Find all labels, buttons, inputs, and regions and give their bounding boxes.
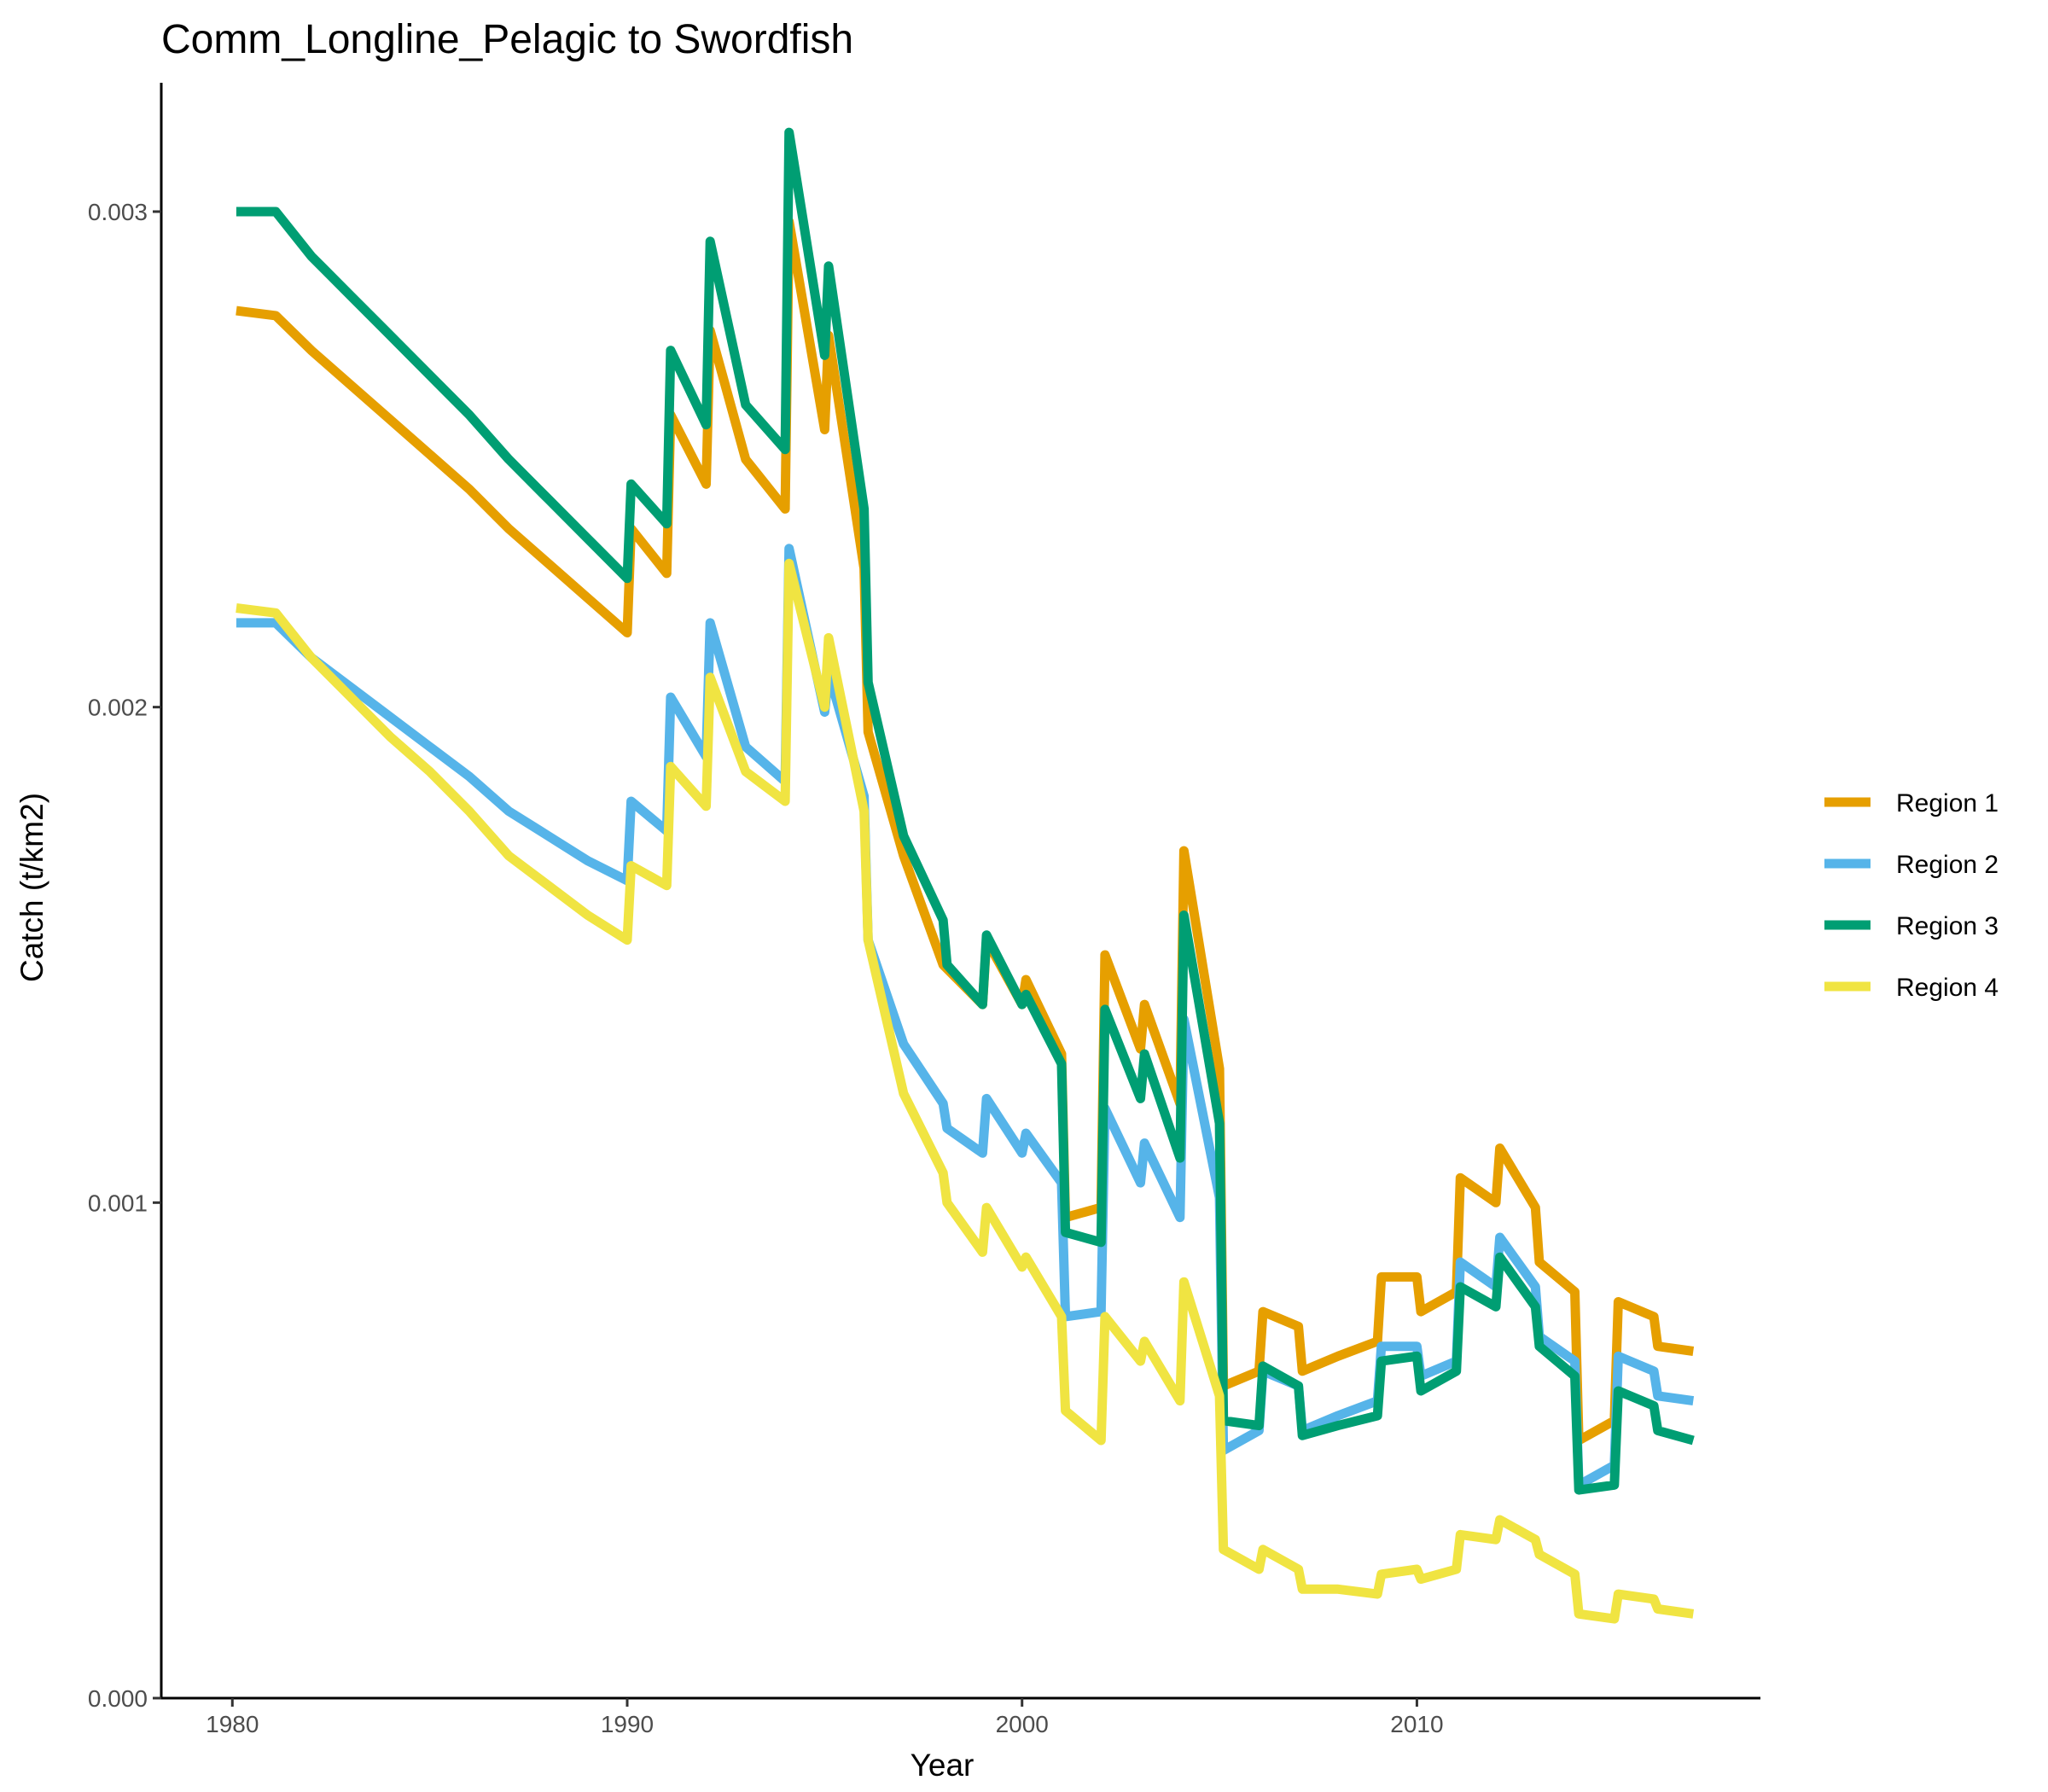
y-tick-label: 0.002 <box>88 695 148 721</box>
series-line-region-4 <box>236 558 1695 1624</box>
x-axis-title: Year <box>911 1748 975 1783</box>
x-axis-ticks: 1980 1990 2000 2010 <box>206 1698 1444 1737</box>
chart-title: Comm_Longline_Pelagic to Swordfish <box>161 17 853 62</box>
y-tick-label: 0.001 <box>88 1190 148 1216</box>
y-tick-label: 0.003 <box>88 199 148 225</box>
legend: Region 1 Region 2 Region 3 Region 4 <box>1824 789 1999 1002</box>
x-tick-label: 1980 <box>206 1711 259 1737</box>
y-axis-ticks: 0.000 0.001 0.002 0.003 <box>88 199 161 1712</box>
x-tick-label: 1990 <box>601 1711 654 1737</box>
x-tick-label: 2000 <box>996 1711 1049 1737</box>
plot-lines <box>236 127 1695 1624</box>
legend-label-region-4: Region 4 <box>1896 974 1999 1002</box>
legend-label-region-2: Region 2 <box>1896 851 1999 879</box>
y-tick-label: 0.000 <box>88 1685 148 1712</box>
legend-label-region-1: Region 1 <box>1896 789 1999 817</box>
y-axis-title: Catch (t/km2) <box>15 793 49 982</box>
x-tick-label: 2010 <box>1390 1711 1443 1737</box>
series-line-region-3 <box>236 127 1695 1495</box>
legend-label-region-3: Region 3 <box>1896 912 1999 940</box>
